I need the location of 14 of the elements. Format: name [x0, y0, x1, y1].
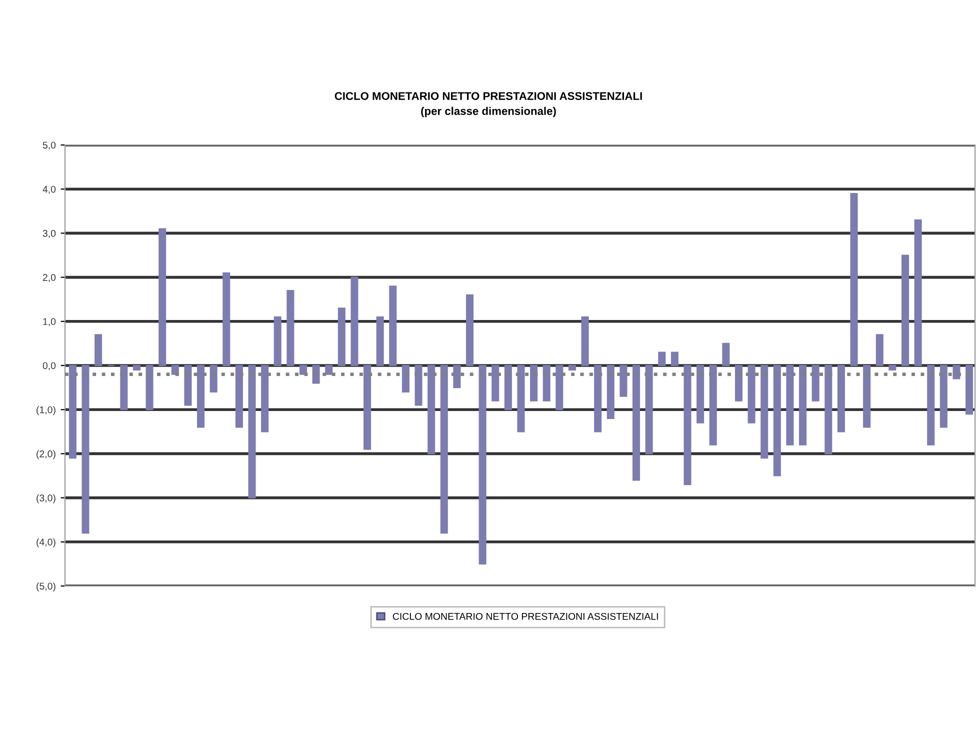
- y-tick-label: 1,0: [43, 318, 56, 326]
- y-tick-label: (2,0): [36, 450, 56, 460]
- y-tick-label: (5,0): [36, 582, 56, 592]
- y-tick-label: 0,0: [42, 362, 56, 370]
- y-tick-label: 5,0: [42, 142, 56, 150]
- chart-title: CICLO MONETARIO NETTO PRESTAZIONI ASSISTENZIALI: [334, 92, 642, 100]
- y-tick-label: (3,0): [36, 494, 56, 504]
- y-tick-label: 3,0: [42, 230, 56, 238]
- y-tick-label: (1,0): [36, 406, 56, 416]
- y-tick-label: 4,0: [42, 186, 56, 194]
- y-tick-label: (4,0): [36, 538, 56, 548]
- legend-label: CICLO MONETARIO NETTO PRESTAZIONI ASSISTENZIALI: [392, 612, 658, 620]
- y-tick-label: 2,0: [42, 274, 56, 282]
- chart-subtitle: (per classe dimensionale): [421, 106, 556, 118]
